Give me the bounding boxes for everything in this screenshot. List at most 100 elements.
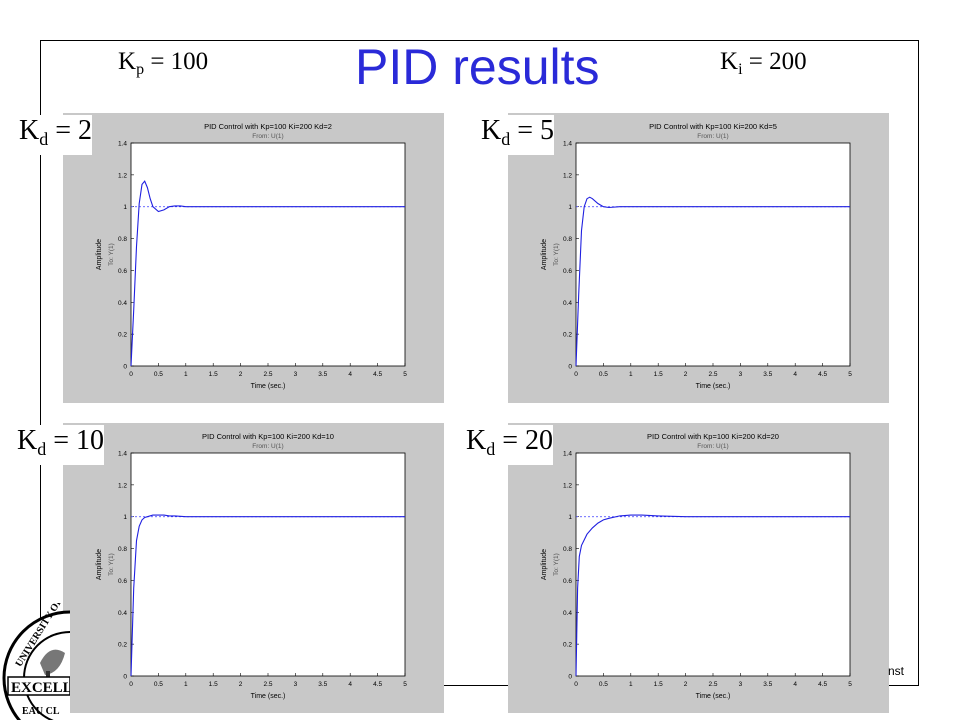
- x-tick-label: 3.5: [318, 681, 327, 688]
- y-tick-label: 1.2: [563, 172, 572, 179]
- ki-label: Ki = 200: [720, 48, 807, 79]
- kd-value: = 2: [48, 115, 93, 146]
- response-line: [575, 514, 850, 677]
- y-tick-label: 0.2: [563, 642, 572, 649]
- chart-subtitle: From: U(1): [697, 443, 728, 450]
- y-axis-label: Amplitude: [96, 549, 103, 580]
- kd-subscript: d: [37, 439, 47, 459]
- x-tick-label: 0.5: [154, 371, 163, 378]
- x-tick-label: 0.5: [154, 681, 163, 688]
- x-tick-label: 4: [793, 681, 797, 688]
- x-tick-label: 3: [294, 371, 298, 378]
- ki-subscript: i: [738, 61, 743, 78]
- response-line: [130, 514, 405, 677]
- kd-value: = 5: [510, 115, 555, 146]
- kd-value: = 20: [495, 425, 554, 456]
- x-tick-label: 2: [684, 681, 688, 688]
- y-tick-label: 0.6: [118, 578, 127, 585]
- y-tick-label: 0.8: [118, 236, 127, 243]
- seal-tree-icon: [40, 649, 65, 675]
- slide-title: PID results: [355, 39, 600, 95]
- chart-title: PID Control with Kp=100 Ki=200 Kd=5: [649, 122, 777, 131]
- kp-subscript: p: [136, 61, 145, 78]
- footer-text: nst: [888, 664, 905, 678]
- ki-symbol: K: [720, 48, 739, 75]
- y-tick-label: 0.4: [118, 300, 127, 307]
- y-tick-label: 1.2: [118, 482, 127, 489]
- kd-symbol: K: [481, 115, 502, 146]
- seal-graphic: UNIVERSITY OF EXCELL EAU CL: [2, 603, 70, 720]
- plot-kd-10: PID Control with Kp=100 Ki=200 Kd=10 From…: [63, 423, 444, 713]
- x-tick-label: 4.5: [373, 371, 382, 378]
- axes-box: [130, 142, 406, 367]
- x-tick-label: 1: [184, 681, 188, 688]
- x-tick-label: 1.5: [654, 681, 663, 688]
- kd-subscript: d: [501, 129, 511, 149]
- y-tick-label: 1: [568, 204, 572, 211]
- y-tick-label: 0.8: [118, 546, 127, 553]
- x-axis-label: Time (sec.): [696, 383, 731, 390]
- chart-title: PID Control with Kp=100 Ki=200 Kd=2: [204, 122, 332, 131]
- x-tick-label: 2: [684, 371, 688, 378]
- y-tick-label: 1.4: [118, 141, 127, 148]
- x-tick-label: 0: [129, 371, 133, 378]
- seal-text-mid: EXCELL: [11, 680, 70, 696]
- y-tick-label: 1.4: [563, 451, 572, 458]
- plot-kd-5: PID Control with Kp=100 Ki=200 Kd=5 From:…: [508, 113, 889, 403]
- y-axis-sublabel: To: Y(1): [108, 553, 115, 576]
- plot-svg-2: PID Control with Kp=100 Ki=200 Kd=10 From…: [96, 432, 407, 700]
- y-axis-sublabel: To: Y(1): [108, 243, 115, 266]
- plot-svg-0: PID Control with Kp=100 Ki=200 Kd=2 From:…: [96, 122, 407, 390]
- x-tick-label: 3.5: [763, 371, 772, 378]
- x-tick-label: 2.5: [708, 371, 717, 378]
- kd-label-2: Kd = 2: [19, 115, 93, 155]
- y-tick-label: 1.4: [118, 451, 127, 458]
- y-tick-label: 1.2: [118, 172, 127, 179]
- x-axis-label: Time (sec.): [696, 693, 731, 700]
- kd-value: = 10: [46, 425, 105, 456]
- y-tick-label: 0.6: [118, 268, 127, 275]
- x-tick-label: 4.5: [818, 371, 827, 378]
- y-tick-label: 1.4: [563, 141, 572, 148]
- chart-subtitle: From: U(1): [252, 133, 283, 140]
- university-seal-logo: UNIVERSITY OF EXCELL EAU CL: [0, 603, 70, 720]
- response-line: [130, 180, 405, 367]
- x-tick-label: 2.5: [263, 371, 272, 378]
- y-tick-label: 0: [123, 674, 127, 681]
- y-axis-label: Amplitude: [541, 549, 548, 580]
- x-tick-label: 3.5: [318, 371, 327, 378]
- plot-kd-20: PID Control with Kp=100 Ki=200 Kd=20 From…: [508, 423, 889, 713]
- y-tick-label: 0: [568, 364, 572, 371]
- y-axis-sublabel: To: Y(1): [553, 553, 560, 576]
- x-tick-label: 4: [348, 371, 352, 378]
- kd-symbol: K: [466, 425, 487, 456]
- y-tick-label: 0.8: [563, 236, 572, 243]
- x-tick-label: 2.5: [263, 681, 272, 688]
- y-tick-label: 0.6: [563, 578, 572, 585]
- kd-symbol: K: [19, 115, 40, 146]
- y-tick-label: 0: [123, 364, 127, 371]
- x-tick-label: 4.5: [373, 681, 382, 688]
- x-tick-label: 1: [629, 681, 633, 688]
- y-tick-label: 1: [123, 514, 127, 521]
- y-tick-label: 1.2: [563, 482, 572, 489]
- x-tick-label: 1.5: [654, 371, 663, 378]
- x-tick-label: 1.5: [209, 681, 218, 688]
- plot-svg-1: PID Control with Kp=100 Ki=200 Kd=5 From:…: [541, 122, 852, 390]
- y-tick-label: 1: [568, 514, 572, 521]
- plot-svg-3: PID Control with Kp=100 Ki=200 Kd=20 From…: [541, 432, 852, 700]
- response-line: [575, 196, 850, 367]
- chart-title: PID Control with Kp=100 Ki=200 Kd=20: [647, 432, 779, 441]
- x-tick-label: 4: [348, 681, 352, 688]
- kd-label-5: Kd = 5: [481, 115, 555, 155]
- y-axis-label: Amplitude: [96, 239, 103, 270]
- x-tick-label: 0: [574, 371, 578, 378]
- x-axis-label: Time (sec.): [251, 383, 286, 390]
- chart-subtitle: From: U(1): [252, 443, 283, 450]
- axes-box: [575, 452, 851, 677]
- seal-banner: [7, 676, 70, 696]
- x-tick-label: 2: [239, 681, 243, 688]
- kd-subscript: d: [486, 439, 496, 459]
- x-tick-label: 1: [184, 371, 188, 378]
- axes-box: [130, 452, 406, 677]
